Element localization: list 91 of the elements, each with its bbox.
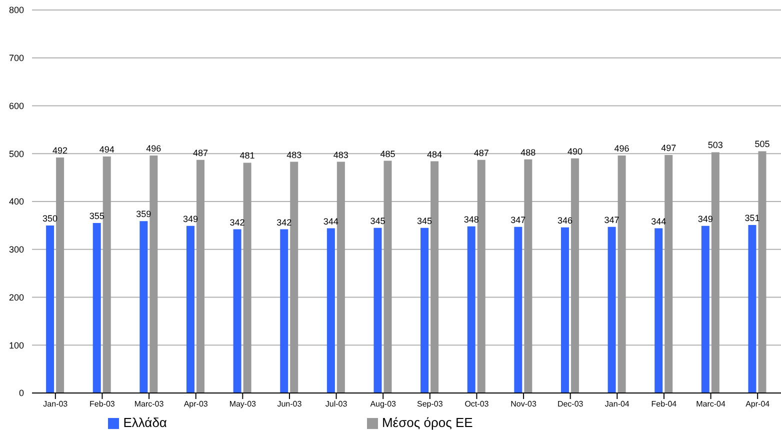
x-tick-label: Aug-03 — [370, 400, 397, 409]
x-tick-label: Apr-04 — [746, 400, 770, 409]
data-label: 350 — [42, 213, 58, 224]
data-label: 485 — [380, 148, 396, 159]
data-label: 348 — [464, 214, 479, 224]
bar — [186, 226, 194, 393]
data-label: 483 — [333, 150, 348, 160]
bar — [467, 226, 476, 393]
data-label: 484 — [427, 149, 442, 160]
x-tick-label: Marc-04 — [696, 400, 726, 409]
data-label: 345 — [417, 216, 432, 226]
x-tick-label: Nov-03 — [510, 400, 537, 409]
y-tick-label: 0 — [18, 388, 24, 398]
bar — [560, 227, 569, 393]
x-tick-label: Jun-03 — [277, 400, 302, 409]
y-tick-label: 800 — [8, 5, 24, 16]
data-label: 505 — [754, 139, 770, 150]
x-tick-label: Jul-03 — [325, 400, 348, 409]
data-label: 496 — [614, 144, 630, 154]
x-tick-label: Feb-03 — [90, 400, 116, 409]
x-tick-label: Feb-04 — [651, 400, 678, 409]
data-label: 494 — [99, 144, 114, 154]
legend-label: Ελλάδα — [123, 415, 167, 430]
bar — [243, 162, 252, 393]
x-tick-label: Jan-03 — [43, 400, 68, 409]
x-tick-label: Oct-03 — [464, 400, 490, 409]
data-label: 488 — [520, 147, 536, 158]
y-tick-label: 200 — [8, 292, 24, 302]
data-label: 487 — [192, 148, 208, 158]
y-tick-label: 100 — [8, 340, 24, 350]
data-label: 496 — [146, 144, 162, 154]
bar — [758, 151, 766, 393]
bar — [326, 228, 335, 393]
y-tick-label: 700 — [8, 53, 24, 64]
bar — [748, 224, 756, 393]
x-tick-label: Jan-04 — [604, 400, 630, 409]
bar — [701, 226, 710, 393]
data-label: 344 — [323, 216, 338, 226]
bar — [711, 152, 720, 393]
bar — [430, 161, 439, 393]
data-label: 342 — [276, 217, 292, 228]
bar — [140, 221, 148, 393]
data-label: 481 — [240, 150, 255, 161]
bar — [664, 155, 673, 393]
bar — [477, 160, 486, 393]
x-tick-label: Sep-03 — [417, 400, 444, 409]
x-tick-label: May-03 — [229, 400, 257, 409]
data-label: 345 — [370, 216, 386, 226]
bar — [374, 228, 382, 393]
bar — [514, 226, 522, 393]
bar — [280, 229, 288, 393]
bar — [570, 158, 579, 393]
bar — [618, 156, 626, 393]
bar — [196, 160, 204, 393]
bar — [150, 156, 158, 393]
y-tick-label: 500 — [8, 148, 24, 159]
data-label: 355 — [89, 211, 104, 222]
data-label: 342 — [230, 217, 245, 228]
bar — [608, 226, 616, 393]
data-label: 349 — [182, 214, 198, 224]
bar — [233, 229, 242, 393]
data-label: 349 — [698, 214, 713, 224]
data-label: 346 — [557, 215, 572, 226]
data-label: 497 — [661, 143, 676, 154]
data-label: 347 — [604, 214, 620, 225]
y-tick-label: 400 — [8, 196, 24, 207]
y-tick-label: 600 — [8, 100, 24, 111]
data-label: 503 — [708, 140, 723, 150]
legend-label: Μέσος όρος ΕΕ — [382, 415, 473, 430]
data-label: 483 — [286, 150, 302, 160]
x-tick-label: Apr-03 — [184, 400, 208, 409]
data-label: 492 — [52, 145, 68, 156]
bar — [384, 160, 392, 393]
bar — [524, 159, 532, 393]
bar — [92, 223, 101, 393]
bar — [420, 228, 429, 393]
bar — [336, 162, 345, 393]
data-label: 359 — [136, 209, 152, 220]
y-tick-label: 300 — [8, 244, 24, 255]
bar — [46, 225, 54, 393]
bar — [290, 162, 298, 393]
x-tick-label: Marc-03 — [134, 400, 164, 409]
bar — [654, 228, 663, 393]
data-label: 487 — [474, 148, 489, 158]
bar — [56, 157, 64, 393]
data-label: 344 — [651, 216, 666, 226]
data-label: 490 — [567, 146, 582, 156]
bar — [102, 156, 111, 393]
data-label: 351 — [744, 212, 760, 223]
x-tick-label: Dec-03 — [557, 400, 584, 409]
data-label: 347 — [510, 214, 526, 225]
